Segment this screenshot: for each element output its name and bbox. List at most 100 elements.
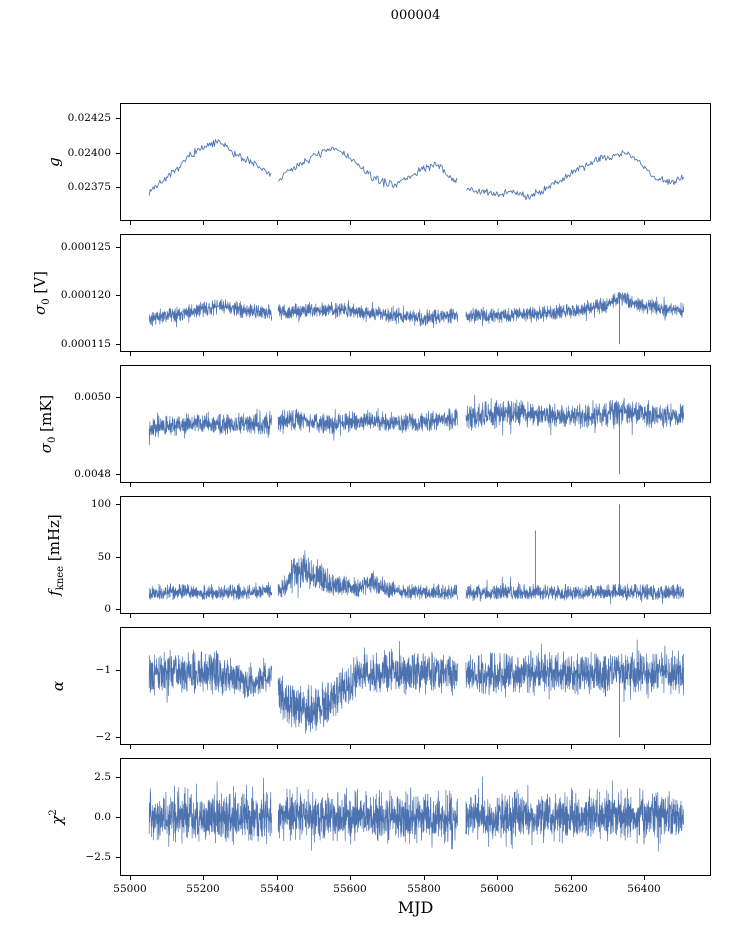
y-tick-label: 0.02375 <box>67 181 111 193</box>
subplot-panel-2 <box>120 365 711 483</box>
x-tick <box>277 483 278 487</box>
y-tick <box>116 557 120 558</box>
y-tick-label: 0.0 <box>94 811 111 823</box>
y-tick-label: 0.02425 <box>67 112 111 124</box>
subplot-panel-3 <box>120 496 711 614</box>
x-tick <box>571 745 572 749</box>
x-tick <box>130 483 131 487</box>
y-tick <box>116 397 120 398</box>
subplot-panel-0 <box>120 103 711 221</box>
y-tick-label: 0.0050 <box>74 391 111 403</box>
x-tick <box>130 876 131 880</box>
x-tick <box>497 483 498 487</box>
x-tick <box>497 352 498 356</box>
x-tick <box>203 614 204 618</box>
x-tick <box>497 614 498 618</box>
y-tick <box>116 737 120 738</box>
x-tick <box>644 352 645 356</box>
x-tick-label: 55600 <box>333 883 367 895</box>
x-tick-label: 55800 <box>407 883 441 895</box>
y-tick-label: 0.0048 <box>74 468 111 480</box>
x-tick <box>644 221 645 225</box>
x-tick <box>277 614 278 618</box>
x-tick <box>130 614 131 618</box>
x-tick <box>497 221 498 225</box>
x-tick <box>350 614 351 618</box>
subplot-panel-1 <box>120 234 711 352</box>
x-tick <box>424 221 425 225</box>
y-tick-label: 0.000125 <box>60 241 111 253</box>
x-tick <box>571 614 572 618</box>
subplot-panel-5 <box>120 758 711 876</box>
chart-canvas-3 <box>121 497 710 613</box>
y-tick-label: 0 <box>104 603 111 615</box>
x-tick <box>644 483 645 487</box>
x-tick-label: 55400 <box>260 883 294 895</box>
x-tick <box>571 876 572 880</box>
y-tick <box>116 118 120 119</box>
x-tick-label: 56000 <box>480 883 514 895</box>
x-tick <box>130 221 131 225</box>
chart-canvas-0 <box>121 104 710 220</box>
x-tick <box>277 876 278 880</box>
y-tick <box>116 504 120 505</box>
x-axis-label: MJD <box>397 898 434 917</box>
x-tick <box>350 352 351 356</box>
x-tick <box>497 876 498 880</box>
y-tick-label: 0.000115 <box>60 338 111 350</box>
y-tick-label: 2.5 <box>94 771 111 783</box>
y-tick <box>116 817 120 818</box>
x-tick <box>350 876 351 880</box>
x-tick <box>203 745 204 749</box>
y-tick <box>116 474 120 475</box>
x-tick <box>571 221 572 225</box>
x-tick <box>277 745 278 749</box>
y-tick-label: −2 <box>95 731 111 743</box>
y-tick-label: 0.02400 <box>67 147 111 159</box>
x-tick <box>644 745 645 749</box>
y-tick <box>116 187 120 188</box>
x-tick <box>571 352 572 356</box>
y-tick-label: −1 <box>95 664 111 676</box>
y-tick-label: −2.5 <box>85 851 112 863</box>
y-tick <box>116 153 120 154</box>
x-tick <box>130 745 131 749</box>
y-tick <box>116 670 120 671</box>
x-tick-label: 55000 <box>113 883 147 895</box>
figure-title: 000004 <box>390 8 441 23</box>
x-tick <box>424 483 425 487</box>
y-tick <box>116 247 120 248</box>
x-tick <box>571 483 572 487</box>
chart-canvas-2 <box>121 366 710 482</box>
x-tick <box>424 745 425 749</box>
x-tick <box>350 745 351 749</box>
x-tick <box>203 221 204 225</box>
y-tick-label: 0.000120 <box>60 289 111 301</box>
chart-canvas-5 <box>121 759 710 875</box>
y-tick <box>116 777 120 778</box>
x-tick <box>424 876 425 880</box>
x-tick <box>350 483 351 487</box>
y-tick <box>116 609 120 610</box>
x-tick <box>424 352 425 356</box>
x-tick <box>277 352 278 356</box>
x-tick <box>203 352 204 356</box>
x-tick-label: 56400 <box>627 883 661 895</box>
y-tick-label: 100 <box>90 498 111 510</box>
chart-canvas-1 <box>121 235 710 351</box>
x-tick <box>644 614 645 618</box>
y-tick <box>116 295 120 296</box>
subplot-panel-4 <box>120 627 711 745</box>
y-tick <box>116 857 120 858</box>
x-tick <box>203 483 204 487</box>
x-tick <box>130 352 131 356</box>
x-tick-label: 55200 <box>186 883 220 895</box>
x-tick <box>424 614 425 618</box>
x-tick <box>277 221 278 225</box>
y-tick <box>116 344 120 345</box>
chart-canvas-4 <box>121 628 710 744</box>
x-tick <box>350 221 351 225</box>
x-tick <box>203 876 204 880</box>
x-tick <box>497 745 498 749</box>
